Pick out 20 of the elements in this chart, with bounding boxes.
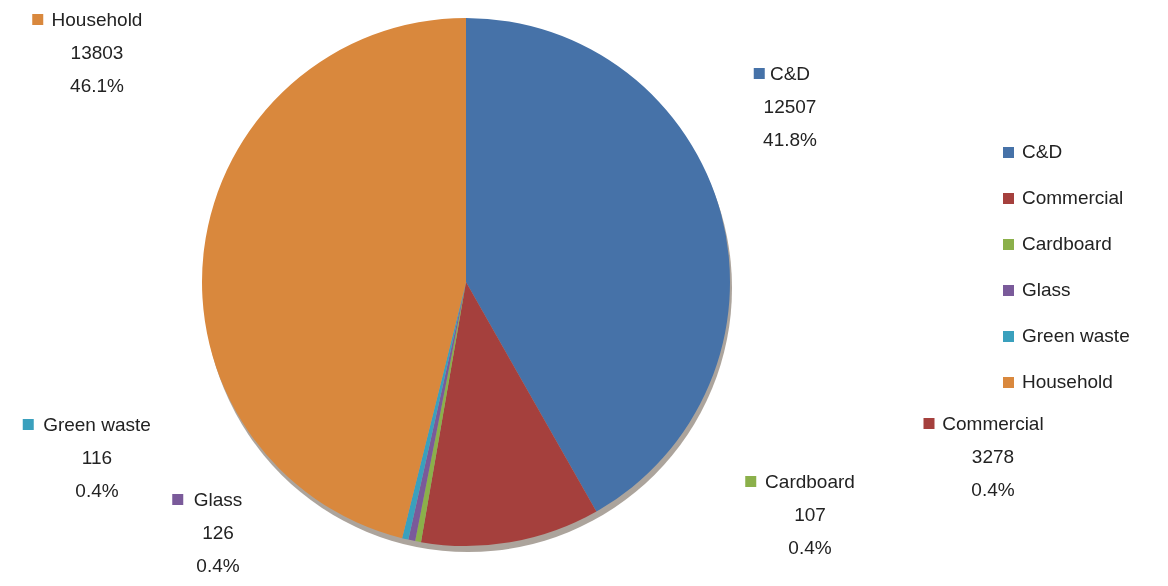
legend-label: Commercial xyxy=(942,413,1044,434)
legend-label: Green waste xyxy=(43,414,151,435)
data-label: 13803 46.1% xyxy=(70,42,125,96)
pie-slice xyxy=(466,18,730,512)
legend-label: C&D xyxy=(769,63,811,84)
category-label: Household xyxy=(1022,371,1113,392)
data-label: 126 0.4% xyxy=(196,522,240,576)
category-label: Green waste xyxy=(1022,325,1130,346)
legend-label: Cardboard xyxy=(765,471,855,492)
data-label: 107 0.4% xyxy=(788,504,832,558)
category-label: Cardboard xyxy=(1022,233,1112,254)
pie-slice xyxy=(420,282,597,546)
legend-label: Glass xyxy=(193,489,243,510)
data-label: 116 0.4% xyxy=(75,447,119,501)
data-label: 3278 0.4% xyxy=(971,446,1015,500)
data-label: 12507 41.8% xyxy=(763,96,818,150)
category-label: Commercial xyxy=(1022,187,1124,208)
category-label: C&D xyxy=(1022,141,1063,162)
category-label: Glass xyxy=(1022,279,1071,300)
legend-label: Household xyxy=(51,9,143,30)
